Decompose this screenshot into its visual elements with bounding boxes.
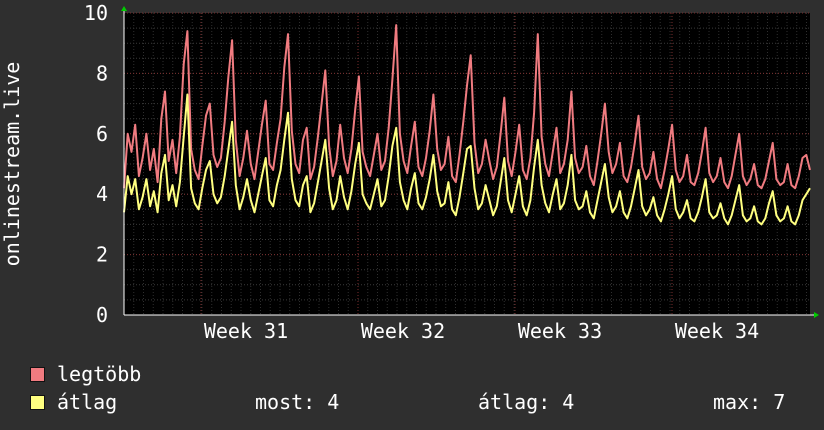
legend-label-legtobb: legtöbb	[57, 362, 142, 386]
legend-label-atlag: átlag	[57, 390, 118, 414]
y-axis-label: onlinestream.live	[0, 62, 24, 267]
y-tick-label: 0	[96, 303, 108, 327]
series-line-legtobb	[123, 24, 811, 190]
stat-now: most: 4	[255, 390, 340, 414]
y-tick-label: 10	[84, 1, 108, 25]
legend-item-legtobb: legtöbb	[30, 362, 141, 386]
y-tick-label: 4	[96, 182, 108, 206]
stat-average: átlag: 4	[478, 390, 575, 414]
y-tick-label: 8	[96, 61, 108, 85]
x-tick-label: Week 31	[204, 319, 288, 343]
series-line-atlag	[123, 93, 811, 226]
x-axis-arrow	[814, 312, 819, 318]
y-tick-label: 6	[96, 122, 108, 146]
x-tick-label: Week 34	[675, 319, 759, 343]
x-tick-label: Week 32	[361, 319, 445, 343]
x-tick-label: Week 33	[518, 319, 602, 343]
legend-swatch-legtobb	[30, 366, 45, 382]
y-axis-arrow	[121, 6, 127, 11]
y-tick-label: 2	[96, 243, 108, 267]
legend-item-atlag: átlag	[30, 390, 117, 414]
legend-swatch-atlag	[30, 394, 45, 410]
stat-max: max: 7	[713, 390, 786, 414]
